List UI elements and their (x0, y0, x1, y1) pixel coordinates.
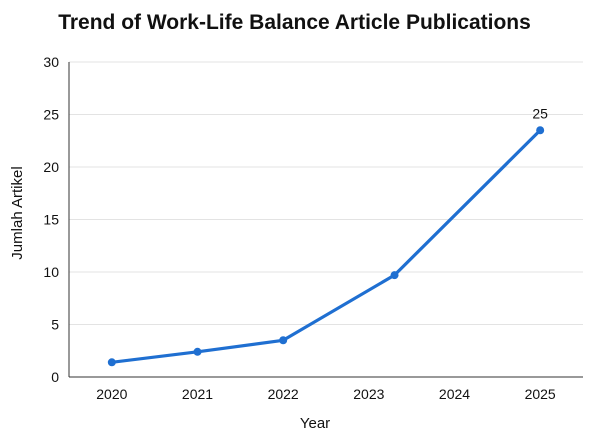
data-point (390, 271, 399, 280)
x-tick-label-2025: 2025 (525, 386, 556, 402)
y-tick-label: 5 (51, 317, 59, 333)
data-point (193, 347, 202, 356)
y-tick-label: 25 (43, 107, 59, 123)
y-tick-label: 10 (43, 264, 59, 280)
data-point (279, 336, 288, 345)
x-tick-label-2022: 2022 (268, 386, 299, 402)
x-tick-label-2023: 2023 (353, 386, 384, 402)
x-tick-label-2021: 2021 (182, 386, 213, 402)
y-axis-title: Jumlah Artikel (9, 166, 26, 259)
annotations: 25 (532, 105, 548, 121)
y-tick-label: 0 (51, 369, 59, 385)
y-tick-label: 15 (43, 212, 59, 228)
y-tick-label: 30 (43, 54, 59, 70)
x-tick-label-2024: 2024 (439, 386, 470, 402)
x-axis-title: Year (300, 415, 330, 432)
series-line (110, 128, 542, 364)
series (107, 126, 545, 367)
grid (69, 61, 583, 325)
x-tick-labels: 2020 2021 2022 2023 2024 2025 (96, 386, 556, 402)
data-label: 25 (532, 105, 548, 121)
x-tick-label-2020: 2020 (96, 386, 127, 402)
axes (68, 62, 583, 378)
y-tick-label: 20 (43, 159, 59, 175)
y-tick-labels: 0 5 10 15 20 25 30 (43, 54, 59, 385)
data-point (107, 358, 116, 367)
chart-title: Trend of Work-Life Balance Article Publi… (58, 11, 531, 34)
data-point (536, 126, 545, 135)
